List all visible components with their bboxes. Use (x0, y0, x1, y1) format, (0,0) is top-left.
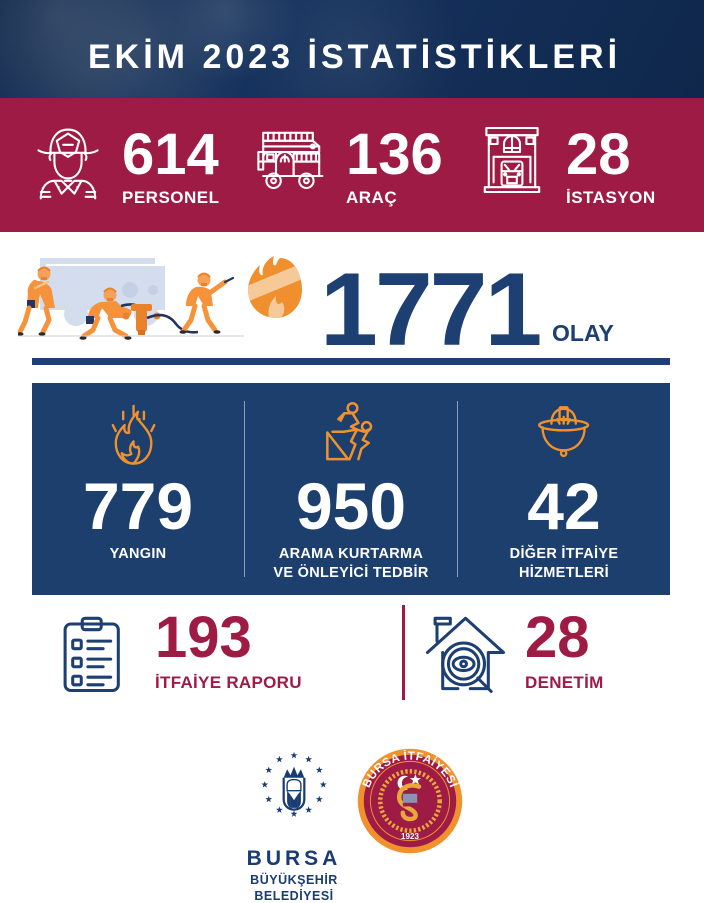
svg-text:1923: 1923 (401, 832, 419, 841)
